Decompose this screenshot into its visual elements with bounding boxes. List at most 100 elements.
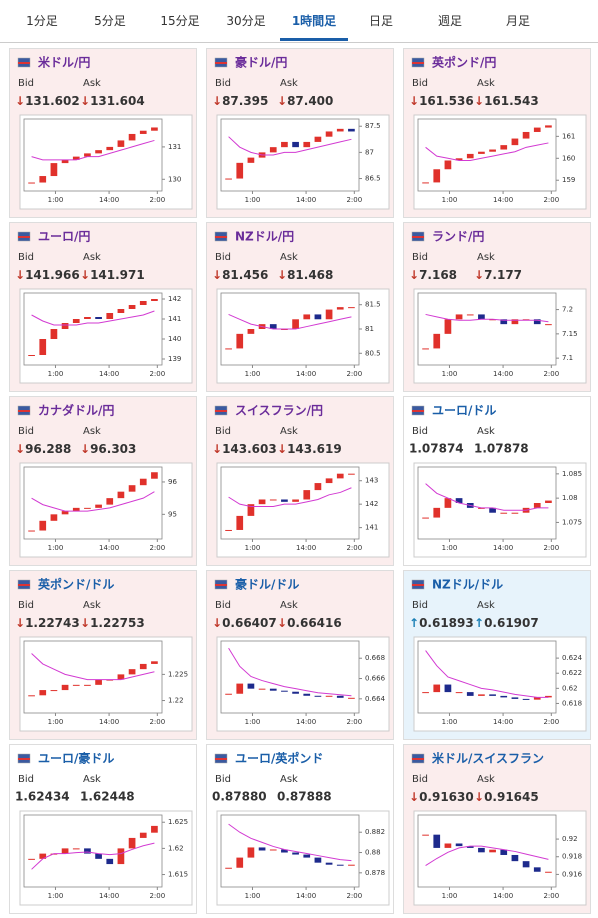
candle (303, 141, 311, 148)
timeframe-tabs: 1分足 5分足 15分足 30分足 1時間足 日足 週足 月足 (0, 0, 598, 43)
candle (225, 178, 232, 180)
rate-card[interactable]: ユーロ/ドル Bid Ask 1.07874 1.07878 1.075 1.08 1.085… (403, 396, 591, 566)
candle (269, 324, 277, 329)
candle (489, 149, 496, 152)
candle (72, 156, 80, 160)
moving-average (31, 491, 155, 512)
candle (139, 478, 147, 486)
y-tick-label: 0.664 (365, 695, 386, 703)
x-tick-label: 1:00 (442, 544, 458, 552)
candle (444, 843, 452, 848)
rate-card[interactable]: カナダドル/円 Bid Ask ↓96.288 ↓96.303 95 96 1:00 14:00… (9, 396, 197, 566)
candle (281, 849, 288, 853)
rate-card[interactable]: 豪ドル/ドル Bid Ask ↓0.66407 ↓0.66416 0.664 0.666 0.… (206, 570, 394, 740)
rate-card[interactable]: ユーロ/豪ドル Bid Ask 1.62434 1.62448 1.615 1.62 1.62… (9, 744, 197, 914)
candle (314, 857, 322, 863)
x-tick-label: 2:00 (149, 370, 165, 378)
y-tick-label: 81 (365, 325, 374, 333)
chart-frame (216, 810, 390, 906)
rate-card[interactable]: 豪ドル/円 Bid Ask ↓87.395 ↓87.400 86.5 87 87.5 1:00 1… (206, 48, 394, 218)
x-tick-label: 2:00 (543, 892, 559, 900)
rate-card[interactable]: ランド/円 Bid Ask ↓7.168 ↓7.177 7.1 7.15 7.2 1:00 14:… (403, 222, 591, 392)
bid-value: ↓87.395 (212, 94, 268, 108)
candle (50, 163, 58, 177)
y-tick-label: 0.62 (562, 684, 578, 692)
candle (455, 314, 463, 320)
candle (433, 169, 441, 183)
tab[interactable]: 30分足 (226, 14, 266, 28)
plot-area (220, 640, 360, 714)
rate-card[interactable]: 英ポンド/円 Bid Ask ↓161.536 ↓161.543 159 160 161 1:0… (403, 48, 591, 218)
candle (258, 688, 266, 690)
y-tick-label: 7.2 (562, 306, 573, 314)
tab[interactable]: 日足 (368, 14, 393, 28)
candle (303, 854, 311, 858)
rate-card[interactable]: NZドル/円 Bid Ask ↓81.456 ↓81.468 80.5 81 81.5 1:00… (206, 222, 394, 392)
plot-area (23, 292, 163, 366)
bid-value: ↓96.288 (15, 442, 71, 456)
card-svg: ユーロ/円 Bid Ask↓141.966 ↓141.971 139 140 141 142 1… (15, 230, 193, 384)
candle (50, 329, 58, 339)
ask-value: ↓161.543 (474, 94, 539, 108)
rate-card[interactable]: ユーロ/円 Bid Ask ↓141.966 ↓141.971 139 140 141 142 1… (9, 222, 197, 392)
card-svg: 豪ドル/ドル Bid Ask↓0.66407 ↓0.66416 0.664 0.666 0.… (212, 577, 390, 732)
rate-card[interactable]: NZドル/ドル Bid Ask ↑0.61893 ↑0.61907 0.618 0.62 0.… (403, 570, 591, 740)
rate-card[interactable]: 英ポンド/ドル Bid Ask ↓1.22743 ↓1.22753 1.22 1.225 1:… (9, 570, 197, 740)
card-svg: 米ドル/円 Bid Ask↓131.602 ↓131.604 130 131 1:00 14:… (15, 55, 193, 210)
x-tick-label: 1:00 (48, 370, 64, 378)
candle (72, 507, 80, 512)
candle (422, 348, 429, 350)
candle (325, 862, 333, 865)
candle (422, 834, 429, 836)
x-tick-label: 14:00 (99, 370, 119, 378)
candle (236, 857, 244, 868)
y-tick-label: 7.1 (562, 354, 573, 362)
candle (511, 854, 519, 862)
y-tick-label: 143 (365, 477, 378, 485)
bid-value: ↓1.22743 (15, 616, 80, 630)
pair-name: 米ドル/円 (38, 55, 90, 70)
candle (106, 498, 114, 505)
y-tick-label: 1.62 (168, 844, 184, 852)
tab[interactable]: 1時間足 (280, 0, 348, 41)
card-svg: 豪ドル/円 Bid Ask ↓87.395 ↓87.400 86.5 87 87.5 1:00 1… (212, 55, 390, 210)
plot-area (417, 292, 557, 366)
y-tick-label: 0.88 (365, 849, 381, 857)
candle (433, 834, 441, 848)
rate-card[interactable]: ユーロ/英ポンド Bid Ask 0.87880 0.87888 0.878 0.88 0.8… (206, 744, 394, 914)
bid-value: ↓81.456 (212, 268, 268, 282)
tab[interactable]: 月足 (505, 14, 530, 28)
tab[interactable]: 週足 (437, 14, 462, 28)
y-tick-label: 1.075 (562, 518, 582, 526)
rate-card[interactable]: 米ドル/スイスフラン Bid Ask ↓0.91630 ↓0.91645 0.916 0.9… (403, 744, 591, 914)
candle (50, 514, 58, 521)
y-tick-label: 95 (168, 510, 177, 518)
candle (336, 864, 344, 866)
moving-average (228, 823, 352, 862)
card-svg: スイスフラン/円 Bid Ask↓143.603 ↓143.619 141 142 143 1… (212, 404, 390, 558)
candle (455, 498, 463, 503)
flag-stripe (215, 62, 227, 64)
moving-average (425, 142, 549, 161)
candle (95, 150, 102, 154)
tab[interactable]: 5分足 (94, 14, 126, 28)
y-tick-label: 130 (168, 175, 181, 183)
bid-label: Bid (18, 78, 34, 89)
ask-label: Ask (280, 600, 298, 611)
y-tick-label: 141 (168, 315, 181, 323)
rate-card[interactable]: スイスフラン/円 Bid Ask ↓143.603 ↓143.619 141 142 143 1… (206, 396, 394, 566)
candle (533, 867, 541, 872)
candle (325, 131, 333, 137)
rate-card[interactable]: 米ドル/円 Bid Ask ↓131.602 ↓131.604 130 131 1:00 14:… (9, 48, 197, 218)
x-tick-label: 14:00 (99, 892, 119, 900)
candle (533, 697, 541, 700)
tab[interactable]: 15分足 (160, 14, 200, 28)
y-tick-label: 160 (562, 154, 575, 162)
tab[interactable]: 1分足 (26, 14, 58, 28)
candle (545, 125, 552, 128)
candle (292, 141, 299, 148)
y-tick-label: 142 (365, 500, 378, 508)
candle (478, 314, 485, 320)
plot-area (23, 640, 163, 714)
